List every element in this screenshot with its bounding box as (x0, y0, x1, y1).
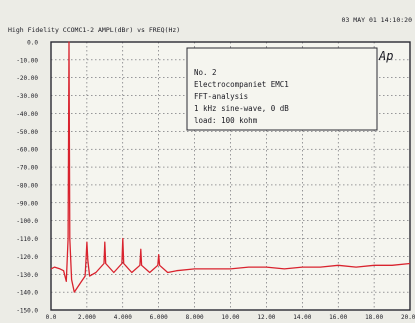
chart-title: High Fidelity CCOMC1-2 AMPL(dBr) vs FREQ… (8, 26, 180, 34)
y-tick-label: -140.0 (16, 290, 38, 297)
x-tick-label: 6.000 (150, 314, 168, 321)
ap-logo: Ap (378, 49, 393, 63)
plot-frame (50, 41, 411, 311)
annotation-line-1: No. 2 (194, 68, 217, 77)
x-axis-tick-labels: 0.0 2.000 4.000 6.000 8.000 10.00 12.00 14.00 16… (46, 314, 415, 321)
x-tick-label: 0.0 (46, 314, 57, 321)
y-tick-label: -100.0 (16, 218, 38, 225)
y-tick-label: -30.00 (16, 93, 38, 100)
y-tick-label: -120.0 (16, 254, 38, 261)
y-tick-label: -40.00 (16, 111, 38, 118)
y-tick-label: -90.00 (16, 200, 38, 207)
x-tick-label: 8.000 (186, 314, 204, 321)
y-tick-label: -70.00 (16, 165, 38, 172)
y-tick-label: -60.00 (16, 147, 38, 154)
x-tick-label: 16.00 (329, 314, 347, 321)
y-tick-label: -50.00 (16, 129, 38, 136)
x-tick-label: 2.000 (78, 314, 96, 321)
y-tick-label: -110.0 (16, 236, 38, 243)
x-tick-label: 4.000 (114, 314, 132, 321)
y-tick-label: -80.00 (16, 182, 38, 189)
annotation-line-3: FFT-analysis (194, 92, 248, 101)
annotation-line-5: load: 100 kohm (194, 116, 258, 125)
y-tick-label: -150.0 (16, 308, 38, 315)
annotation-line-2: Electrocompaniet EMC1 (194, 80, 289, 89)
x-tick-label: 18.00 (365, 314, 383, 321)
x-tick-label: 20.00 (401, 314, 415, 321)
annotation-box: No. 2 Electrocompaniet EMC1 FFT-analysis… (186, 47, 378, 131)
y-tick-label: -130.0 (16, 272, 38, 279)
x-tick-label: 12.00 (257, 314, 275, 321)
y-tick-label: -20.00 (16, 75, 38, 82)
y-tick-label: -10.00 (16, 57, 38, 64)
fft-trace (50, 41, 411, 293)
y-tick-label: 0.0 (27, 40, 38, 47)
annotation-background (186, 47, 378, 131)
x-tick-label: 10.00 (221, 314, 239, 321)
y-axis-tick-labels: 0.0 -10.00 -20.00 -30.00 -40.00 -50.00 -60.00 -… (16, 40, 38, 315)
x-tick-label: 14.00 (293, 314, 311, 321)
annotation-line-4: 1 kHz sine-wave, 0 dB (194, 104, 289, 113)
timestamp: 03 MAY 01 14:10:20 (342, 16, 413, 24)
